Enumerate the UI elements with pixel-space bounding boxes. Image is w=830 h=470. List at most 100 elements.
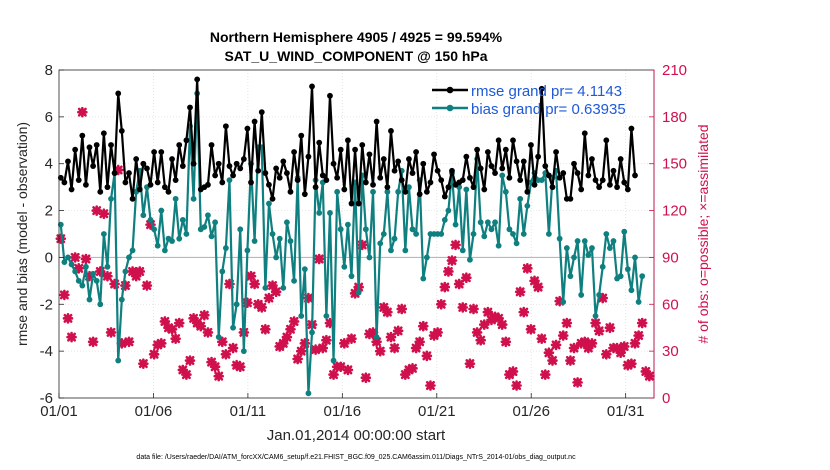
rmse-point bbox=[233, 160, 240, 167]
assimilated-obs-marker bbox=[145, 219, 156, 230]
assimilated-obs-marker bbox=[66, 331, 77, 343]
rmse-point bbox=[427, 179, 434, 186]
bias-point bbox=[212, 219, 219, 226]
rmse-point bbox=[578, 186, 585, 193]
bias-point bbox=[621, 228, 628, 235]
rmse-point bbox=[377, 174, 384, 181]
rmse-point bbox=[176, 142, 183, 148]
assimilated-obs-marker bbox=[532, 281, 544, 293]
assimilated-obs-marker bbox=[73, 263, 85, 274]
assimilated-obs-marker bbox=[565, 355, 576, 366]
rmse-point bbox=[133, 156, 140, 162]
rmse-point bbox=[248, 179, 254, 186]
assimilated-obs-marker bbox=[575, 338, 587, 349]
rmse-point bbox=[212, 172, 219, 179]
bias-point bbox=[438, 231, 445, 237]
rmse-point bbox=[610, 167, 617, 174]
assimilated-obs-marker bbox=[539, 369, 551, 380]
rmse-point bbox=[470, 184, 477, 191]
assimilated-obs-marker bbox=[123, 336, 135, 348]
assimilated-obs-marker bbox=[80, 253, 92, 265]
assimilated-obs-marker bbox=[278, 338, 289, 349]
assimilated-obs-marker bbox=[138, 358, 149, 369]
rmse-point bbox=[100, 130, 107, 137]
assimilated-obs-marker bbox=[84, 270, 95, 282]
assimilated-obs-marker bbox=[593, 325, 605, 337]
assimilated-obs-marker bbox=[407, 363, 418, 374]
bias-point bbox=[122, 268, 129, 275]
rmse-point bbox=[423, 188, 430, 195]
rmse-point bbox=[632, 172, 638, 179]
bias-point bbox=[169, 238, 175, 244]
rmse-point bbox=[352, 146, 358, 153]
rmse-point bbox=[258, 109, 265, 116]
rmse-point bbox=[154, 179, 161, 186]
rmse-point bbox=[291, 149, 297, 155]
rmse-point bbox=[510, 137, 516, 144]
rmse-point bbox=[108, 142, 114, 148]
bias-point bbox=[115, 357, 122, 364]
rmse-point bbox=[528, 142, 534, 148]
rmse-point bbox=[553, 149, 559, 155]
bias-point bbox=[510, 231, 516, 237]
rmse-point bbox=[312, 184, 319, 191]
bias-point bbox=[391, 235, 398, 242]
rmse-point bbox=[208, 142, 215, 148]
rmse-point bbox=[402, 188, 409, 195]
rmse-point bbox=[459, 177, 466, 184]
bias-point bbox=[215, 334, 222, 340]
bias-point bbox=[291, 277, 297, 284]
rmse-point bbox=[431, 151, 437, 158]
rmse-point bbox=[122, 179, 129, 186]
assimilated-obs-marker bbox=[116, 338, 128, 349]
bias-point bbox=[108, 195, 114, 202]
assimilated-obs-marker bbox=[245, 270, 257, 282]
rmse-point bbox=[337, 146, 344, 153]
rmse-point bbox=[348, 200, 355, 207]
assimilated-obs-marker bbox=[489, 311, 501, 323]
assimilated-obs-marker bbox=[220, 348, 232, 360]
bias-point bbox=[172, 195, 179, 202]
bias-point bbox=[100, 231, 107, 237]
y2-tick-label: 120 bbox=[662, 203, 687, 220]
rmse-point bbox=[617, 156, 624, 162]
rmse-point bbox=[330, 160, 337, 167]
rmse-point bbox=[144, 165, 150, 172]
assimilated-obs-marker bbox=[77, 106, 88, 118]
bias-point bbox=[90, 270, 96, 277]
rmse-point bbox=[513, 158, 520, 165]
assimilated-obs-marker bbox=[511, 380, 522, 391]
assimilated-obs-marker bbox=[478, 319, 490, 330]
rmse-point bbox=[172, 177, 179, 184]
assimilated-obs-marker bbox=[636, 317, 648, 329]
assimilated-obs-marker bbox=[550, 339, 562, 351]
assimilated-obs-marker bbox=[295, 345, 307, 357]
assimilated-obs-marker bbox=[267, 280, 278, 291]
rmse-point bbox=[445, 184, 452, 191]
assimilated-obs-marker bbox=[461, 272, 472, 284]
assimilated-obs-marker bbox=[335, 361, 347, 373]
bias-point bbox=[316, 210, 323, 216]
bias-point bbox=[355, 289, 362, 296]
assimilated-obs-marker bbox=[597, 292, 609, 304]
rmse-point bbox=[251, 118, 258, 125]
rmse-point bbox=[614, 184, 620, 191]
rmse-point bbox=[190, 160, 197, 167]
assimilated-obs-marker bbox=[583, 342, 594, 354]
assimilated-obs-marker bbox=[303, 292, 314, 304]
rmse-point bbox=[477, 165, 484, 172]
bias-point bbox=[581, 238, 588, 244]
assimilated-obs-marker bbox=[206, 356, 217, 368]
bias-point bbox=[423, 254, 430, 261]
assimilated-obs-marker bbox=[102, 270, 113, 282]
bias-point bbox=[639, 273, 646, 280]
assimilated-obs-marker bbox=[432, 327, 443, 338]
assimilated-obs-marker bbox=[231, 359, 242, 371]
y2-tick-label: 30 bbox=[662, 343, 679, 360]
rmse-point bbox=[273, 165, 280, 172]
rmse-point bbox=[194, 76, 201, 83]
rmse-point bbox=[481, 186, 488, 193]
assimilated-obs-marker bbox=[435, 298, 447, 310]
assimilated-obs-marker bbox=[281, 331, 293, 343]
rmse-point bbox=[438, 177, 445, 184]
